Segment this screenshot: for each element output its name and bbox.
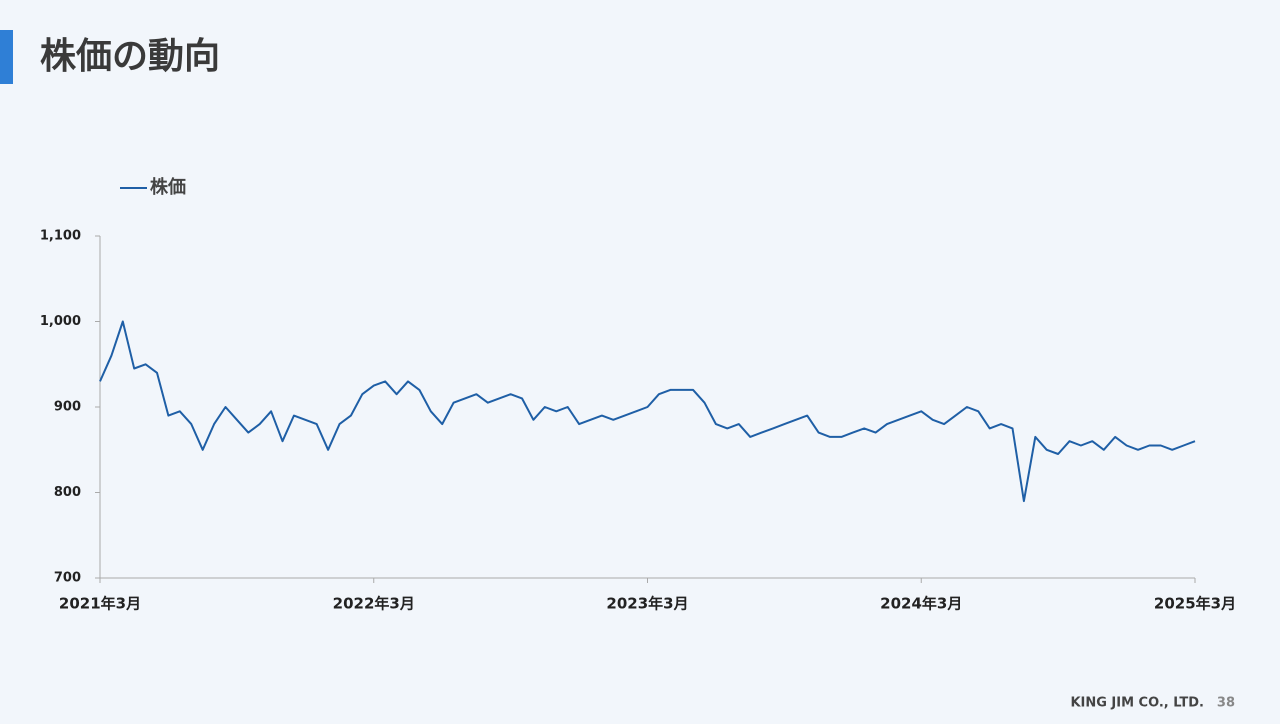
x-tick-label: 2023年3月 — [606, 595, 688, 613]
y-tick-label: 1,000 — [40, 314, 81, 329]
title-accent — [0, 30, 13, 84]
x-tick-label: 2022年3月 — [333, 595, 415, 613]
legend-label: 株価 — [150, 176, 186, 198]
price-line — [99, 320, 1196, 503]
y-tick-label: 1,100 — [40, 229, 81, 244]
x-tick-label: 2024年3月 — [880, 595, 962, 613]
y-tick-label: 800 — [54, 485, 81, 500]
page-number: 38 — [1217, 696, 1235, 711]
y-tick-label: 700 — [54, 571, 81, 586]
y-tick-label: 900 — [54, 400, 81, 415]
slide-title: 株価の動向 — [40, 36, 220, 77]
x-tick-label: 2025年3月 — [1154, 595, 1236, 613]
footer: KING JIM CO., LTD. — [1070, 696, 1204, 711]
x-tick-label: 2021年3月 — [59, 595, 141, 613]
